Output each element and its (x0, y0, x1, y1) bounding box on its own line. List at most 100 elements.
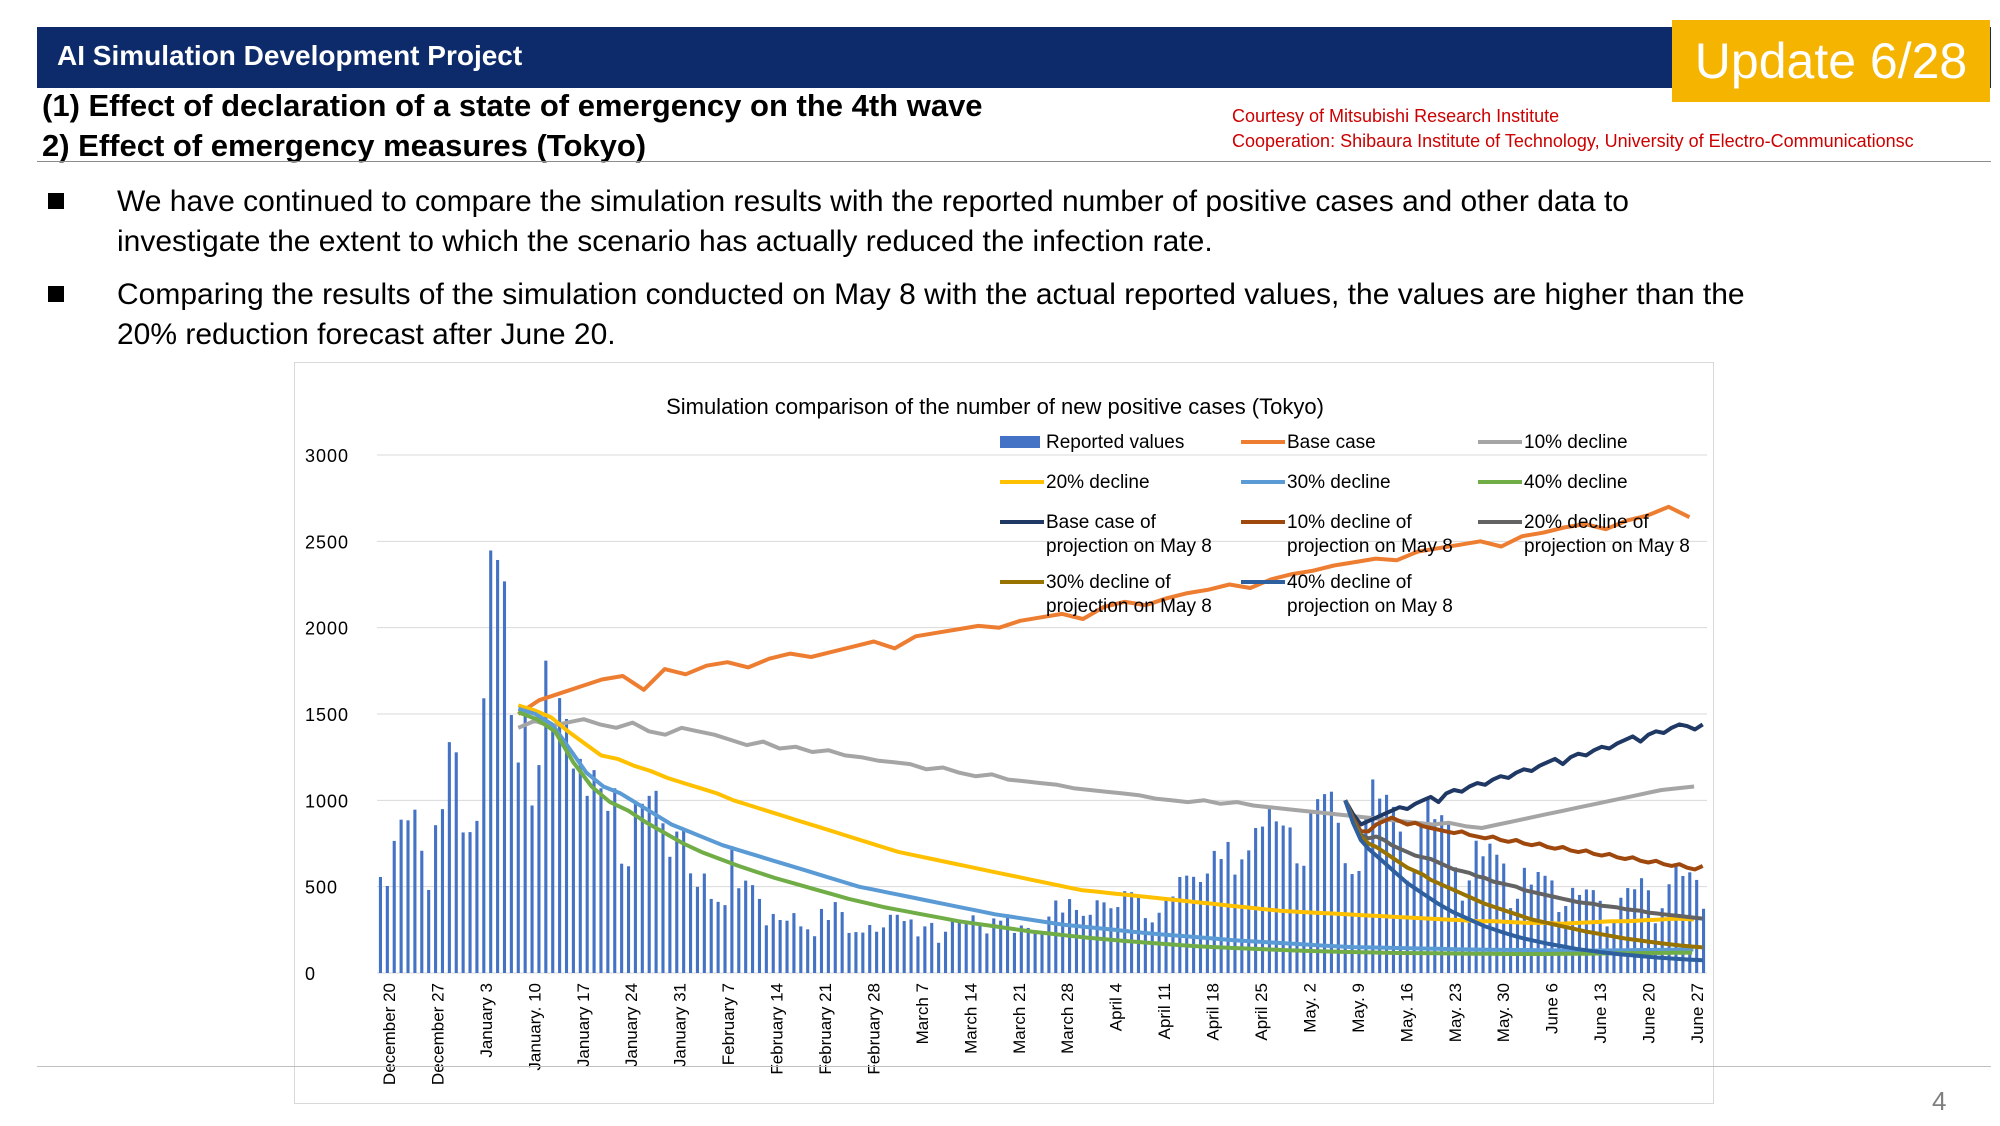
bar (744, 880, 748, 973)
x-tick-label: January 3 (477, 983, 496, 1058)
bar (406, 820, 410, 973)
y-tick-label: 1000 (305, 791, 349, 811)
y-tick-label: 1500 (305, 705, 349, 725)
legend-label: 30% decline of projection on May 8 (1046, 572, 1212, 617)
update-badge: Update 6/28 (1672, 20, 1990, 102)
series-line (1343, 799, 1703, 963)
x-tick-label: January 31 (671, 983, 690, 1067)
bar (881, 927, 886, 973)
bar (475, 820, 479, 973)
x-tick-label: April 25 (1252, 983, 1271, 1041)
x-tick-label: February 21 (816, 983, 835, 1075)
legend-label: 40% decline (1524, 472, 1628, 493)
bar (523, 707, 527, 973)
bar (385, 885, 389, 973)
legend-label: 20% decline (1046, 472, 1150, 493)
bar (833, 902, 837, 973)
legend-label: 30% decline (1287, 472, 1391, 493)
bar (585, 795, 589, 973)
bar (613, 788, 617, 973)
bar (682, 828, 686, 973)
bar (1343, 863, 1347, 973)
bar (916, 936, 920, 973)
bar (537, 765, 541, 973)
x-tick-label: June 27 (1688, 983, 1707, 1044)
bar (757, 898, 762, 973)
bar (1061, 912, 1065, 973)
bar (516, 762, 520, 973)
bar (1019, 925, 1023, 973)
bar (1185, 875, 1189, 973)
x-tick-label: December 20 (380, 983, 399, 1085)
y-tick-label: 3000 (305, 446, 349, 466)
bar (1529, 884, 1533, 973)
bar (1405, 880, 1409, 973)
bar (937, 942, 941, 973)
bar (964, 920, 968, 973)
bar (1136, 897, 1141, 973)
bar (792, 913, 796, 973)
bar (1260, 826, 1265, 973)
update-badge-text: Update 6/28 (1694, 33, 1968, 89)
bar (1267, 806, 1271, 973)
bar (1316, 799, 1320, 973)
bar (1081, 915, 1085, 973)
x-tick-label: June 13 (1591, 983, 1610, 1044)
bar (1240, 859, 1244, 973)
series-line (517, 504, 1691, 716)
bar (888, 914, 892, 973)
bar (1481, 856, 1485, 973)
bar (1474, 840, 1478, 973)
bar (413, 809, 417, 973)
bar (661, 823, 665, 973)
bar (875, 931, 879, 973)
bar (620, 863, 624, 973)
legend-label: Reported values (1046, 432, 1184, 453)
bar (1219, 859, 1223, 973)
bar (1509, 908, 1513, 973)
bar (909, 919, 913, 973)
bar (702, 873, 706, 973)
header-divider (37, 161, 1991, 162)
bar (1329, 791, 1333, 973)
bar (992, 918, 996, 973)
bar (592, 770, 596, 973)
bar (1626, 888, 1630, 973)
bar (1660, 908, 1664, 973)
bullet-2-line-1: Comparing the results of the simulation … (117, 278, 1745, 311)
bar (1385, 794, 1389, 973)
x-tick-label: March 21 (1010, 983, 1029, 1054)
bar (489, 550, 493, 973)
bar (1309, 813, 1313, 973)
bar (1364, 817, 1368, 973)
series-line (1343, 799, 1703, 950)
x-tick-label: December 27 (428, 983, 447, 1085)
bar (764, 925, 768, 973)
bar (1371, 779, 1375, 973)
bar (1412, 870, 1416, 973)
bar (1447, 823, 1451, 973)
bar (1419, 826, 1423, 973)
bar (1040, 932, 1044, 973)
bar (544, 660, 548, 973)
bar (633, 802, 637, 973)
bar (502, 581, 507, 973)
bar (440, 809, 445, 973)
bar (737, 888, 741, 973)
x-tick-label: January 24 (622, 983, 641, 1067)
bar (930, 922, 934, 973)
subtitle-line-2: 2) Effect of emergency measures (Tokyo) (42, 128, 647, 163)
bar (730, 846, 734, 973)
bar (482, 698, 486, 973)
bar (1391, 806, 1396, 973)
x-tick-label: May. 9 (1349, 983, 1368, 1033)
legend-swatch (1000, 436, 1040, 448)
bar (551, 725, 555, 973)
bar (1288, 827, 1292, 973)
x-tick-label: March 7 (913, 983, 932, 1044)
bar (399, 819, 403, 973)
bar (1612, 921, 1616, 973)
bar (1192, 876, 1196, 973)
bullet-1-line-2: investigate the extent to which the scen… (117, 225, 1213, 258)
bar (1198, 882, 1203, 973)
